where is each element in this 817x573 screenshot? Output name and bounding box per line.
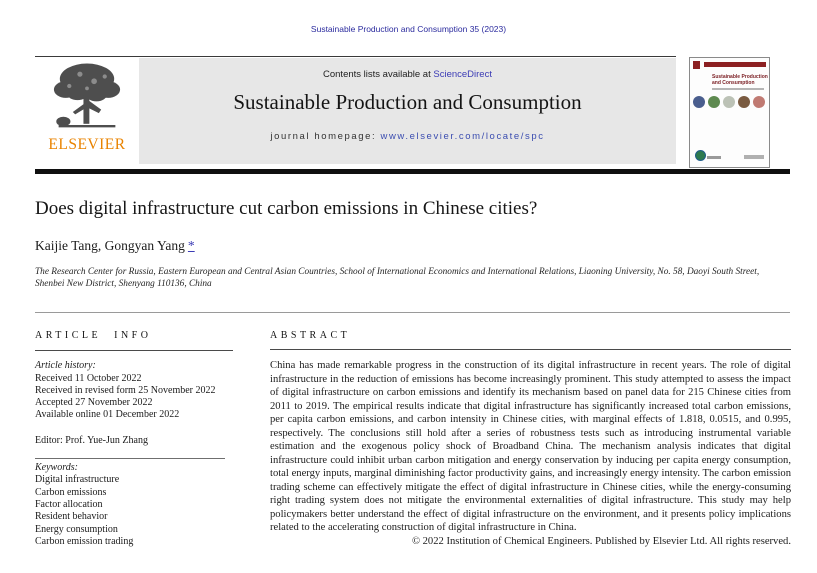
cover-top-bar <box>704 62 766 67</box>
cover-journal-title: Sustainable Production and Consumption <box>712 74 768 86</box>
abstract-text: China has made remarkable progress in th… <box>270 360 791 533</box>
article-title: Does digital infrastructure cut carbon e… <box>35 198 538 219</box>
abstract-heading: ABSTRACT <box>270 330 351 341</box>
elsevier-tree-icon <box>35 60 139 138</box>
cover-publisher-text <box>707 156 721 159</box>
cover-globe-icon <box>723 96 735 108</box>
journal-title: Sustainable Production and Consumption <box>233 90 582 114</box>
editor-line: Editor: Prof. Yue-Jun Zhang <box>35 434 148 446</box>
elsevier-logo: ELSEVIER <box>35 58 139 164</box>
cover-title-line1: Sustainable Production <box>712 74 768 80</box>
article-info-underline <box>35 350 233 352</box>
keyword-item: Digital infrastructure <box>35 474 120 486</box>
keyword-item: Factor allocation <box>35 498 103 510</box>
author-line: Kaijie Tang, Gongyan Yang * <box>35 238 195 254</box>
header-top-rule <box>35 56 676 57</box>
abstract-underline <box>270 349 791 350</box>
cover-globe-icon <box>753 96 765 108</box>
cover-globe-icon <box>693 96 705 108</box>
contents-prefix: Contents lists available at <box>323 69 434 80</box>
abstract-column: ABSTRACT China has made remarkable progr… <box>270 330 791 547</box>
cover-publisher-logo <box>695 150 706 161</box>
history-item: Received 11 October 2022 <box>35 372 142 384</box>
history-item: Received in revised form 25 November 202… <box>35 384 216 396</box>
cover-globe-icon <box>708 96 720 108</box>
article-info-heading: ARTICLE INFO <box>35 330 152 341</box>
keywords-label: Keywords: <box>35 462 78 474</box>
journal-homepage-link[interactable]: www.elsevier.com/locate/spc <box>380 131 545 142</box>
keyword-item: Energy consumption <box>35 523 118 535</box>
running-head-citation: Sustainable Production and Consumption 3… <box>310 24 507 34</box>
cover-sciencedirect-mark <box>744 155 764 159</box>
header-thick-rule <box>35 169 790 174</box>
keyword-item: Carbon emissions <box>35 486 107 498</box>
journal-banner: Contents lists available at ScienceDirec… <box>139 58 676 164</box>
section-top-rule <box>35 312 790 313</box>
keywords-divider <box>35 458 225 460</box>
affiliation: The Research Center for Russia, Eastern … <box>35 267 760 289</box>
keyword-item: Resident behavior <box>35 511 108 523</box>
corresponding-author-link[interactable]: * <box>187 238 195 253</box>
article-info-column: ARTICLE INFO Article history: Received 1… <box>35 330 240 548</box>
homepage-prefix: journal homepage: <box>270 131 381 142</box>
author-names: Kaijie Tang, Gongyan Yang <box>35 238 185 253</box>
sciencedirect-link[interactable]: ScienceDirect <box>433 69 492 80</box>
keyword-item: Carbon emission trading <box>35 535 134 547</box>
history-item: Accepted 27 November 2022 <box>35 397 153 409</box>
contents-line: Contents lists available at ScienceDirec… <box>139 69 676 80</box>
copyright-line: © 2022 Institution of Chemical Engineers… <box>411 535 791 547</box>
cover-subtitle-line <box>712 88 764 90</box>
article-history-label: Article history: <box>35 360 96 372</box>
cover-title-line2: and Consumption <box>712 80 755 86</box>
journal-cover-thumbnail[interactable]: Sustainable Production and Consumption <box>689 57 770 168</box>
history-item: Available online 01 December 2022 <box>35 409 180 421</box>
homepage-line: journal homepage: www.elsevier.com/locat… <box>139 131 676 142</box>
cover-corner-logo <box>693 61 700 69</box>
cover-globe-icon <box>738 96 750 108</box>
elsevier-wordmark: ELSEVIER <box>48 136 126 153</box>
cover-globe-row <box>693 96 771 108</box>
